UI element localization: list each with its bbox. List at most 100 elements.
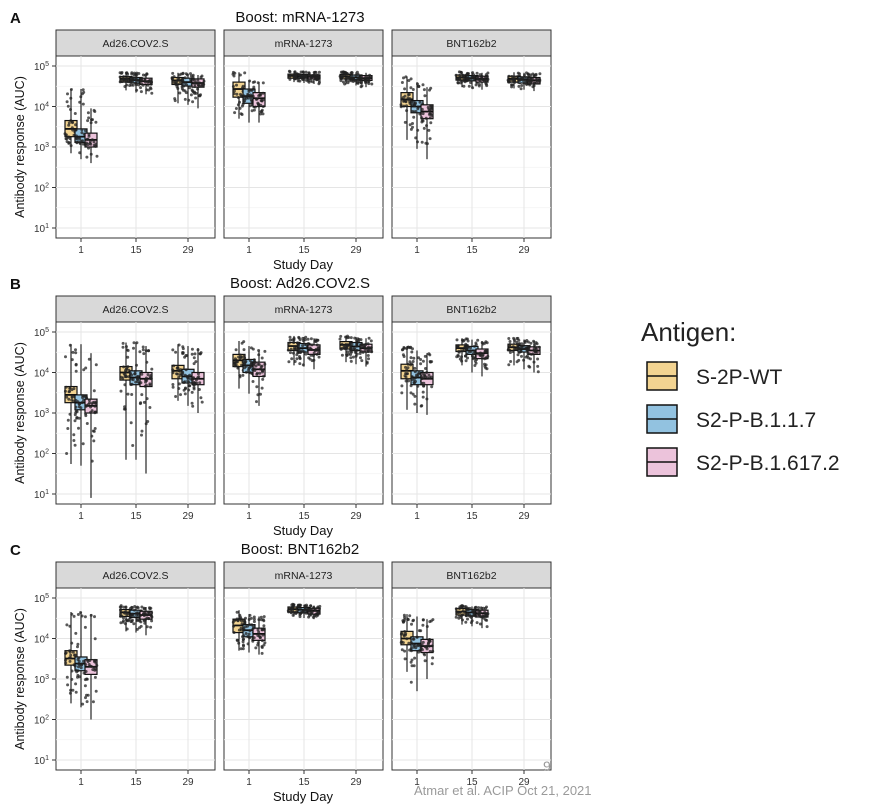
data-point [234,107,238,110]
data-point [420,118,424,122]
data-point [477,84,481,88]
data-point [511,345,515,349]
data-point [242,100,246,104]
data-point [69,88,73,91]
data-point [79,95,83,99]
data-point [417,84,421,88]
data-point [126,619,130,623]
box-pWT-day1 [231,70,247,119]
data-point [92,429,96,433]
data-point [484,614,488,618]
x-tick-label: 1 [414,511,420,522]
data-point [73,653,77,657]
data-point [244,359,248,363]
data-point [174,350,178,354]
data-point [144,383,148,387]
data-point [428,137,432,141]
data-point [517,84,521,88]
data-point [312,71,316,74]
data-point [359,343,363,347]
data-point [471,71,475,75]
data-point [81,88,85,92]
x-tick-label: 15 [298,777,310,788]
facet-label: mRNA-1273 [275,38,333,50]
data-point [87,132,91,136]
data-point [74,123,78,127]
data-point [261,105,265,108]
data-point [456,353,460,357]
data-point [194,96,198,100]
data-point [236,96,240,99]
data-point [309,353,313,357]
data-point [427,373,431,377]
data-point [297,347,301,351]
data-point [130,377,134,381]
data-point [125,83,129,87]
data-point [83,625,87,629]
data-point [76,613,80,616]
data-point [145,625,149,629]
data-point [511,80,515,83]
data-point [80,663,84,667]
data-point [86,111,90,115]
data-point [258,636,262,640]
data-point [360,359,364,363]
data-point [259,365,263,369]
data-point [517,338,521,342]
legend-item-pB1617: S2-P-B.1.617.2 [646,447,840,477]
data-point [246,92,250,96]
data-point [413,656,417,660]
data-point [512,347,516,351]
data-point [131,83,135,87]
data-point [189,80,193,84]
data-point [73,413,77,417]
data-point [262,627,265,631]
data-point [522,76,526,80]
data-point [177,387,181,390]
data-point [534,341,538,345]
data-point [524,347,528,351]
y-tick-label: 102 [34,449,49,461]
data-point [309,347,313,351]
data-point [146,420,150,423]
y-axis-label: Antibody response (AUC) [13,76,27,218]
data-point [76,669,80,673]
data-point [259,392,262,396]
data-point [74,690,78,694]
data-point [94,410,98,414]
data-point [235,83,238,87]
data-point [291,609,295,612]
data-point [235,610,239,614]
x-tick-label: 1 [78,511,84,522]
data-point [309,79,312,83]
data-point [424,375,427,379]
data-point [69,96,73,100]
data-point [293,347,297,351]
box-pB1617-day15 [139,72,154,95]
box-pB1617-day1 [251,80,266,123]
data-point [184,368,188,372]
data-point [367,346,371,350]
data-point [523,73,526,77]
data-point [126,80,130,84]
data-point [253,361,257,365]
data-point [199,93,202,97]
data-point [286,348,290,352]
data-point [430,106,434,109]
data-point [309,337,313,341]
data-point [134,81,138,85]
data-point [289,611,293,615]
data-point [290,603,294,607]
data-point [122,365,126,369]
panel-C: C Boost: BNT162b2 Antibody response (AUC) S… [10,541,552,804]
x-tick-label: 15 [298,511,310,522]
legend-item-pB117: S2-P-B.1.1.7 [646,404,816,434]
data-point [467,84,471,88]
box-pWT-day1 [64,612,79,704]
data-point [74,631,78,635]
data-point [139,79,143,83]
data-point [455,610,459,614]
data-point [255,385,259,389]
data-point [178,82,182,86]
data-point [486,77,490,81]
